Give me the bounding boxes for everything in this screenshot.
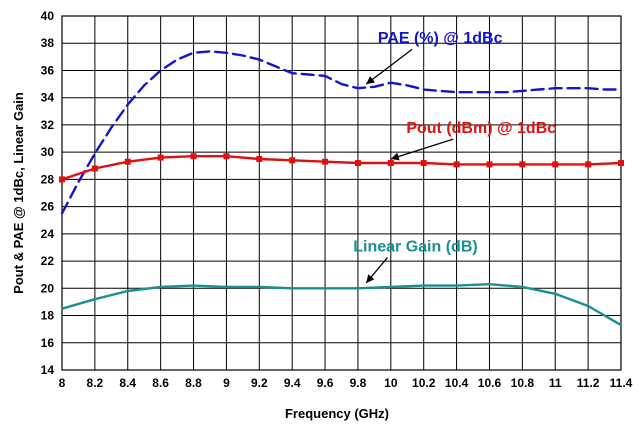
- data-point: [420, 160, 427, 167]
- data-point: [256, 155, 263, 162]
- series-1: [59, 153, 624, 183]
- x-tick-label: 8.8: [185, 376, 202, 390]
- arrow-head-icon: [366, 76, 375, 85]
- annotation-layer: PAE (%) @ 1dBc Pout (dBm) @ 1dBc Linear Ga…: [353, 30, 556, 284]
- series-layer: [59, 50, 624, 327]
- x-tick-label: 9.6: [317, 376, 334, 390]
- data-point: [289, 157, 296, 164]
- x-tick-label: 9: [223, 376, 230, 390]
- x-tick-label: 10.8: [511, 376, 535, 390]
- y-tick-label: 18: [41, 309, 55, 323]
- data-point: [223, 153, 230, 160]
- x-tick-label: 11: [549, 376, 562, 390]
- series-line: [60, 50, 623, 215]
- grid: [61, 15, 622, 371]
- data-point: [124, 158, 131, 165]
- x-tick-label: 10: [384, 376, 398, 390]
- y-tick-label: 22: [41, 254, 55, 268]
- annotation-arrow: [365, 48, 413, 85]
- y-tick-label: 34: [41, 91, 55, 105]
- data-point: [618, 160, 624, 167]
- series-annotation: Pout (dBm) @ 1dBc: [390, 120, 556, 161]
- y-tick-label: 38: [41, 36, 55, 50]
- series-0: [60, 50, 623, 215]
- data-point: [453, 161, 460, 168]
- x-tick-label: 10.6: [478, 376, 502, 390]
- x-tick-label: 11.2: [577, 376, 600, 390]
- x-tick-label: 9.4: [284, 376, 301, 390]
- x-tick-label: 11.4: [610, 376, 633, 390]
- plot-border: [61, 15, 622, 371]
- x-tick-label: 8.2: [87, 376, 104, 390]
- y-tick-label: 26: [41, 200, 55, 214]
- data-point: [519, 161, 526, 168]
- series-label: Linear Gain (dB): [353, 239, 477, 256]
- y-tick-label: 16: [41, 336, 55, 350]
- y-tick-label: 32: [41, 118, 55, 132]
- arrow-head-icon: [390, 152, 400, 161]
- data-point: [59, 176, 65, 183]
- series-label: PAE (%) @ 1dBc: [378, 30, 503, 47]
- x-tick-label: 8.4: [119, 376, 136, 390]
- series-annotation: Linear Gain (dB): [353, 239, 478, 284]
- y-tick-label: 24: [41, 227, 55, 241]
- annotation-arrow: [390, 138, 454, 160]
- series-line: [60, 154, 623, 181]
- x-tick-label: 10.4: [445, 376, 469, 390]
- data-point: [486, 161, 493, 168]
- x-tick-label: 8: [59, 376, 66, 390]
- arrow-head-icon: [366, 274, 375, 283]
- x-tick-label: 10.2: [412, 376, 436, 390]
- x-tick-label: 9.8: [350, 376, 367, 390]
- series-line: [60, 283, 623, 327]
- data-point: [322, 158, 329, 165]
- series-annotation: PAE (%) @ 1dBc: [365, 30, 503, 85]
- data-point: [387, 160, 394, 167]
- y-tick-label: 40: [41, 9, 55, 23]
- x-tick-label: 9.2: [251, 376, 268, 390]
- data-point: [157, 154, 164, 161]
- data-point: [190, 153, 197, 160]
- y-tick-label: 20: [41, 281, 55, 295]
- x-tick-label: 8.6: [152, 376, 169, 390]
- y-tick-label: 30: [41, 145, 55, 159]
- x-axis-title: Frequency (GHz): [285, 406, 389, 421]
- data-point: [552, 161, 559, 168]
- y-tick-label: 28: [41, 172, 55, 186]
- data-point: [585, 161, 592, 168]
- y-tick-label: 36: [41, 63, 55, 77]
- series-2: [60, 283, 623, 327]
- data-point: [354, 160, 361, 167]
- data-point: [91, 165, 98, 172]
- series-label: Pout (dBm) @ 1dBc: [406, 120, 556, 137]
- tick-labels: 8 8.2 8.4 8.6 8.8 9 9.2 9.4 9.6 9.8 10 10.2 10.4 10.6…: [41, 9, 633, 390]
- y-axis-title: Pout & PAE @ 1dBc, Linear Gain: [11, 92, 26, 294]
- y-tick-label: 14: [41, 363, 55, 377]
